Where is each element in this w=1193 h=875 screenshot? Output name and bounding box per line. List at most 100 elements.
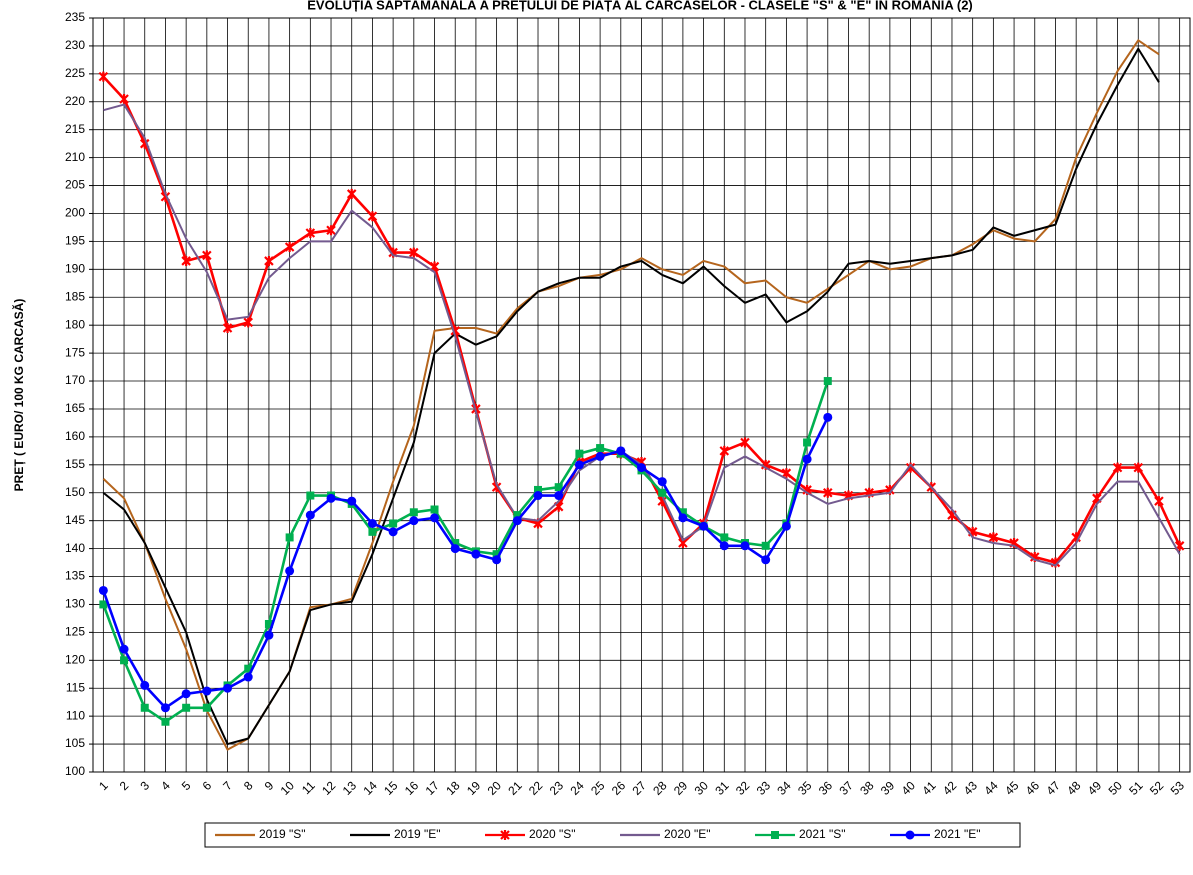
x-tick-label: 26 (609, 778, 629, 798)
point (202, 703, 211, 712)
y-tick-label: 120 (65, 652, 85, 666)
point (1112, 462, 1123, 473)
legend-label: 2020 "S" (529, 827, 576, 841)
point (202, 686, 212, 696)
y-tick-label: 165 (65, 401, 85, 415)
y-tick-label: 105 (65, 736, 85, 750)
x-tick-label: 46 (1023, 778, 1043, 798)
point (533, 491, 543, 501)
x-tick-label: 6 (200, 778, 215, 793)
x-tick-label: 1 (96, 778, 111, 793)
point (99, 600, 108, 609)
x-tick-label: 20 (485, 778, 505, 798)
point (202, 250, 212, 261)
x-tick-label: 50 (1106, 778, 1126, 798)
x-tick-label: 51 (1126, 778, 1146, 798)
point (719, 541, 729, 551)
x-tick-label: 21 (505, 778, 525, 798)
x-tick-label: 16 (402, 778, 422, 798)
point (264, 255, 274, 266)
y-tick-label: 170 (65, 373, 85, 387)
x-tick-label: 47 (1043, 778, 1063, 798)
x-tick-label: 37 (836, 778, 856, 798)
x-tick-label: 14 (360, 778, 380, 798)
x-tick-label: 41 (919, 778, 939, 798)
point (596, 444, 605, 453)
point (492, 550, 501, 559)
point (450, 544, 460, 554)
point (492, 555, 502, 565)
point (658, 488, 667, 497)
x-tick-label: 31 (712, 778, 732, 798)
point (471, 549, 481, 559)
point (243, 672, 253, 682)
legend-label: 2020 "E" (664, 827, 711, 841)
legend-label: 2021 "S" (799, 827, 846, 841)
y-tick-label: 145 (65, 513, 85, 527)
y-axis-label: PREȚ ( EURO/ 100 KG CARCASĂ) (11, 299, 26, 492)
point (947, 510, 957, 521)
x-tick-label: 18 (443, 778, 463, 798)
point (823, 412, 833, 422)
point (368, 527, 377, 536)
point (1133, 462, 1144, 473)
point (346, 188, 357, 199)
point (409, 516, 419, 526)
y-tick-label: 115 (66, 680, 85, 694)
y-tick-label: 150 (65, 485, 85, 499)
x-tick-label: 32 (733, 778, 753, 798)
point (244, 664, 253, 673)
point (988, 532, 999, 543)
x-tick-label: 5 (179, 778, 194, 793)
point (719, 445, 730, 456)
x-tick-label: 35 (795, 778, 815, 798)
y-tick-label: 185 (65, 289, 85, 303)
point (803, 438, 812, 447)
y-tick-label: 155 (65, 457, 85, 471)
x-tick-label: 27 (630, 778, 650, 798)
x-tick-label: 8 (241, 778, 256, 793)
point (637, 463, 646, 473)
point (388, 527, 398, 537)
point (306, 491, 315, 500)
y-tick-label: 110 (66, 708, 85, 722)
y-tick-label: 225 (65, 66, 85, 80)
y-tick-label: 235 (65, 10, 85, 24)
y-tick-label: 190 (65, 262, 85, 276)
point (500, 830, 510, 840)
point (678, 508, 687, 517)
y-tick-label: 160 (65, 429, 85, 443)
y-tick-label: 100 (65, 764, 85, 778)
x-tick-label: 48 (1064, 778, 1084, 798)
point (740, 541, 750, 551)
x-tick-label: 40 (899, 778, 919, 798)
x-tick-label: 28 (650, 778, 670, 798)
point (140, 703, 149, 712)
point (120, 656, 129, 665)
point (430, 513, 440, 523)
x-tick-label: 2 (117, 778, 132, 793)
point (616, 446, 626, 456)
point (223, 683, 233, 693)
point (595, 451, 605, 461)
point (554, 483, 563, 492)
x-tick-label: 4 (158, 778, 173, 793)
x-tick-label: 9 (262, 778, 277, 793)
point (305, 510, 315, 520)
x-tick-label: 17 (423, 778, 443, 798)
x-tick-label: 33 (754, 778, 774, 798)
point (771, 831, 779, 839)
series-line (102, 39, 1160, 751)
point (285, 533, 294, 542)
y-tick-label: 220 (65, 94, 85, 108)
point (222, 322, 233, 333)
x-tick-label: 43 (961, 778, 981, 798)
x-tick-label: 36 (816, 778, 836, 798)
x-tick-label: 23 (547, 778, 567, 798)
point (740, 437, 750, 448)
x-tick-label: 29 (671, 778, 691, 798)
point (389, 519, 398, 528)
point (285, 566, 295, 576)
point (182, 703, 191, 712)
x-tick-label: 45 (1002, 778, 1022, 798)
